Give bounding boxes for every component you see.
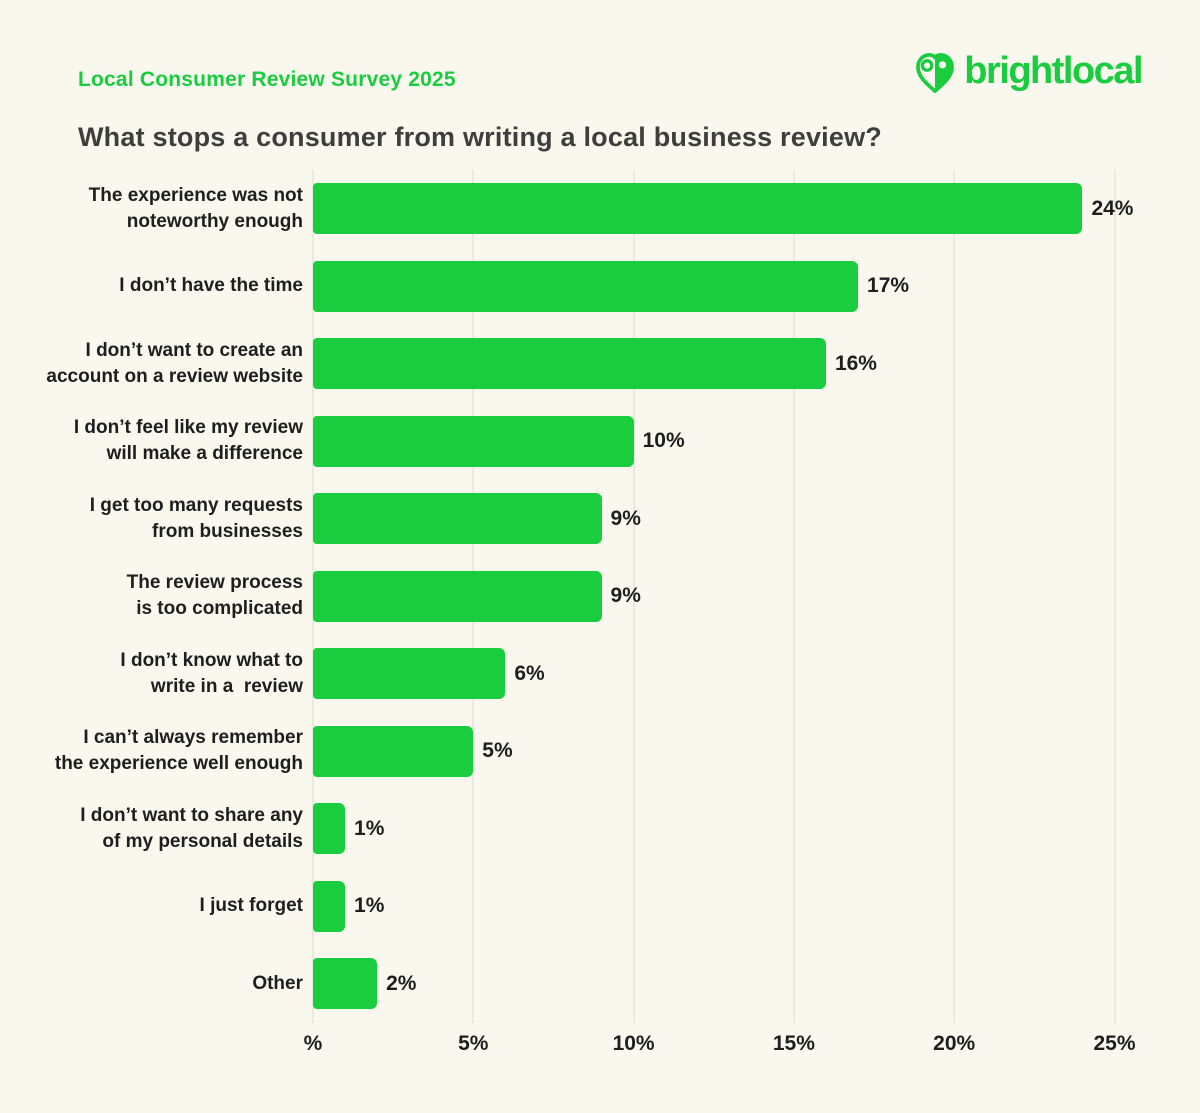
- bar-label-2: I don’t want to create an account on a re…: [46, 339, 303, 387]
- bar-value-label-10: 2%: [386, 971, 417, 995]
- bar-value-label-4: 9%: [610, 506, 641, 530]
- bar-1: [313, 260, 859, 312]
- bar-4: [313, 493, 602, 545]
- bar-value-label-8: 1%: [354, 816, 385, 840]
- survey-eyebrow: Local Consumer Review Survey 2025: [78, 68, 456, 91]
- gridline-20: [953, 170, 956, 1023]
- x-tick-label-5: 5%: [458, 1032, 489, 1055]
- x-tick-label-15: 15%: [772, 1032, 815, 1055]
- bar-8: [313, 803, 346, 855]
- bar-label-0: The experience was not noteworthy enough: [88, 184, 303, 232]
- brightlocal-logo: brightlocal: [913, 47, 1143, 99]
- bar-label-6: I don’t know what to write in a review: [120, 649, 303, 697]
- bar-3: [313, 415, 634, 467]
- bar-label-7: I can’t always remember the experience we…: [54, 727, 303, 775]
- bar-value-label-2: 16%: [834, 351, 877, 375]
- brightlocal-logo-text: brightlocal: [964, 49, 1143, 92]
- bar-label-4: I get too many requests from businesses: [89, 494, 303, 542]
- bar-value-label-9: 1%: [354, 894, 385, 918]
- gridline-10: [632, 170, 635, 1023]
- page-title: What stops a consumer from writing a loc…: [78, 122, 882, 152]
- bar-chart: The experience was not noteworthy enough 2…: [0, 170, 1200, 1070]
- bar-value-label-1: 17%: [867, 274, 910, 298]
- bar-row-3: I don’t feel like my review will make a d…: [0, 403, 1200, 481]
- gridline-15: [792, 170, 795, 1023]
- bar-value-label-3: 10%: [642, 429, 685, 453]
- bar-5: [313, 570, 602, 622]
- bar-row-8: I don’t want to share any of my personal …: [0, 790, 1200, 868]
- bar-label-10: Other: [252, 972, 303, 994]
- bar-row-9: I just forget 1%: [0, 868, 1200, 946]
- x-tick-label-20: 20%: [933, 1032, 976, 1055]
- bar-9: [313, 880, 346, 932]
- bar-row-2: I don’t want to create an account on a re…: [0, 325, 1200, 403]
- x-tick-label-25: 25%: [1093, 1032, 1136, 1055]
- bar-label-8: I don’t want to share any of my personal …: [80, 804, 303, 852]
- bar-value-label-7: 5%: [482, 739, 513, 763]
- x-tick-label-10: 10%: [612, 1032, 655, 1055]
- bar-row-1: I don’t have the time 17%: [0, 248, 1200, 326]
- bar-2: [313, 338, 826, 390]
- bar-row-0: The experience was not noteworthy enough 2…: [0, 170, 1200, 248]
- bar-value-label-5: 9%: [610, 584, 641, 608]
- bar-value-label-6: 6%: [514, 661, 545, 685]
- bar-row-7: I can’t always remember the experience we…: [0, 713, 1200, 791]
- bar-label-1: I don’t have the time: [119, 275, 303, 297]
- bar-row-6: I don’t know what to write in a review 6%: [0, 635, 1200, 713]
- bar-label-9: I just forget: [199, 895, 303, 917]
- bar-7: [313, 725, 474, 777]
- bar-label-5: The review process is too complicated: [126, 572, 303, 620]
- bar-value-label-0: 24%: [1091, 196, 1134, 220]
- x-tick-label-0: %: [303, 1032, 323, 1055]
- bar-10: [313, 958, 378, 1010]
- bar-row-10: Other 2%: [0, 945, 1200, 1023]
- bar-0: [313, 183, 1083, 235]
- bar-label-3: I don’t feel like my review will make a d…: [73, 417, 303, 465]
- bar-row-4: I get too many requests from businesses 9%: [0, 480, 1200, 558]
- brightlocal-heart-pin-icon: [913, 51, 957, 95]
- bar-row-5: The review process is too complicated 9%: [0, 558, 1200, 636]
- gridline-25: [1113, 170, 1116, 1023]
- bar-6: [313, 648, 506, 700]
